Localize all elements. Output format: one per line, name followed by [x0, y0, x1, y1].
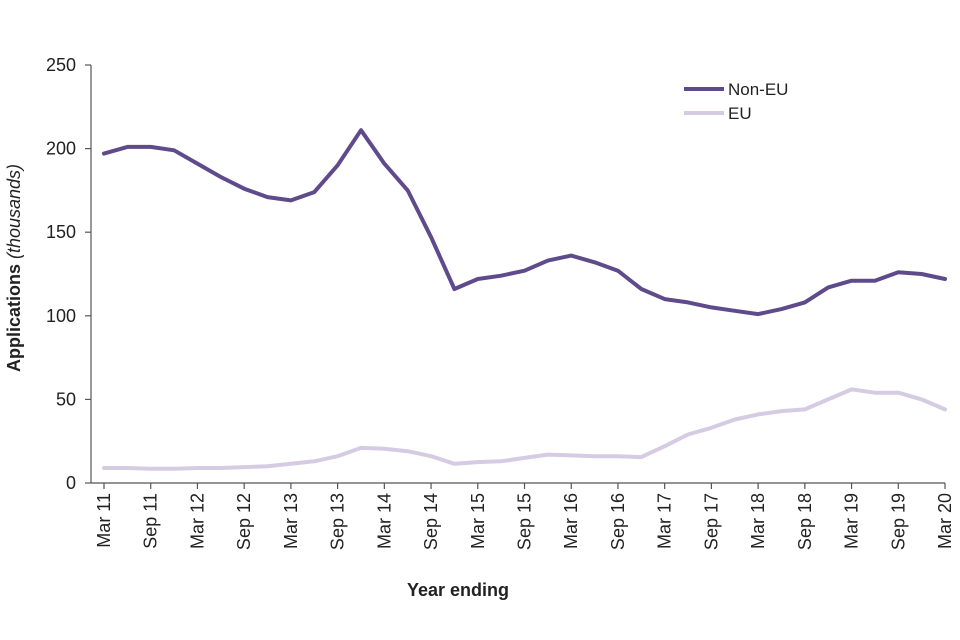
x-tick-label: Mar 18: [748, 493, 768, 549]
series-line-non-eu: [102, 128, 947, 317]
y-tick-label: 0: [66, 473, 76, 493]
x-tick-label: Sep 15: [515, 493, 535, 550]
x-tick-label: Mar 17: [655, 493, 675, 549]
x-tick-label: Mar 16: [561, 493, 581, 549]
x-tick-label: Sep 13: [328, 493, 348, 550]
series-lines: [102, 128, 947, 471]
series-line-eu: [102, 387, 947, 471]
y-axis-title-unit: (thousands): [4, 164, 24, 259]
legend: Non-EU EU: [684, 80, 788, 123]
x-tick-label: Sep 12: [234, 493, 254, 550]
x-tick-label: Sep 11: [141, 493, 161, 549]
x-tick-label: Sep 16: [608, 493, 628, 550]
legend-label-eu: EU: [728, 104, 752, 123]
y-tick-label: 200: [46, 139, 76, 159]
x-tick-label: Mar 12: [187, 493, 207, 549]
x-axis-title: Year ending: [407, 580, 509, 600]
x-tick-label: Mar 13: [281, 493, 301, 549]
y-axis: 0 50 100 150 200 250: [46, 55, 92, 493]
x-axis: Mar 11 Sep 11 Mar 12 Sep 12 Mar 13 Sep 13 Mar …: [91, 482, 955, 550]
x-tick-label: Sep 19: [888, 493, 908, 550]
y-axis-title-main: Applications: [4, 259, 24, 372]
x-tick-label: Mar 15: [468, 493, 488, 549]
y-axis-title: Applications (thousands): [4, 164, 24, 372]
x-tick-label: Mar 11: [94, 493, 114, 548]
y-tick-label: 50: [56, 389, 76, 409]
x-tick-label: Mar 14: [374, 493, 394, 549]
y-tick-label: 250: [46, 55, 76, 75]
x-tick-label: Sep 18: [795, 493, 815, 550]
x-tick-label: Sep 14: [421, 493, 441, 550]
x-tick-label: Sep 17: [701, 493, 721, 550]
y-tick-label: 100: [46, 306, 76, 326]
y-tick-label: 150: [46, 222, 76, 242]
x-tick-label: Mar 20: [935, 493, 955, 549]
x-tick-label: Mar 19: [842, 493, 862, 549]
legend-label-non-eu: Non-EU: [728, 80, 788, 99]
